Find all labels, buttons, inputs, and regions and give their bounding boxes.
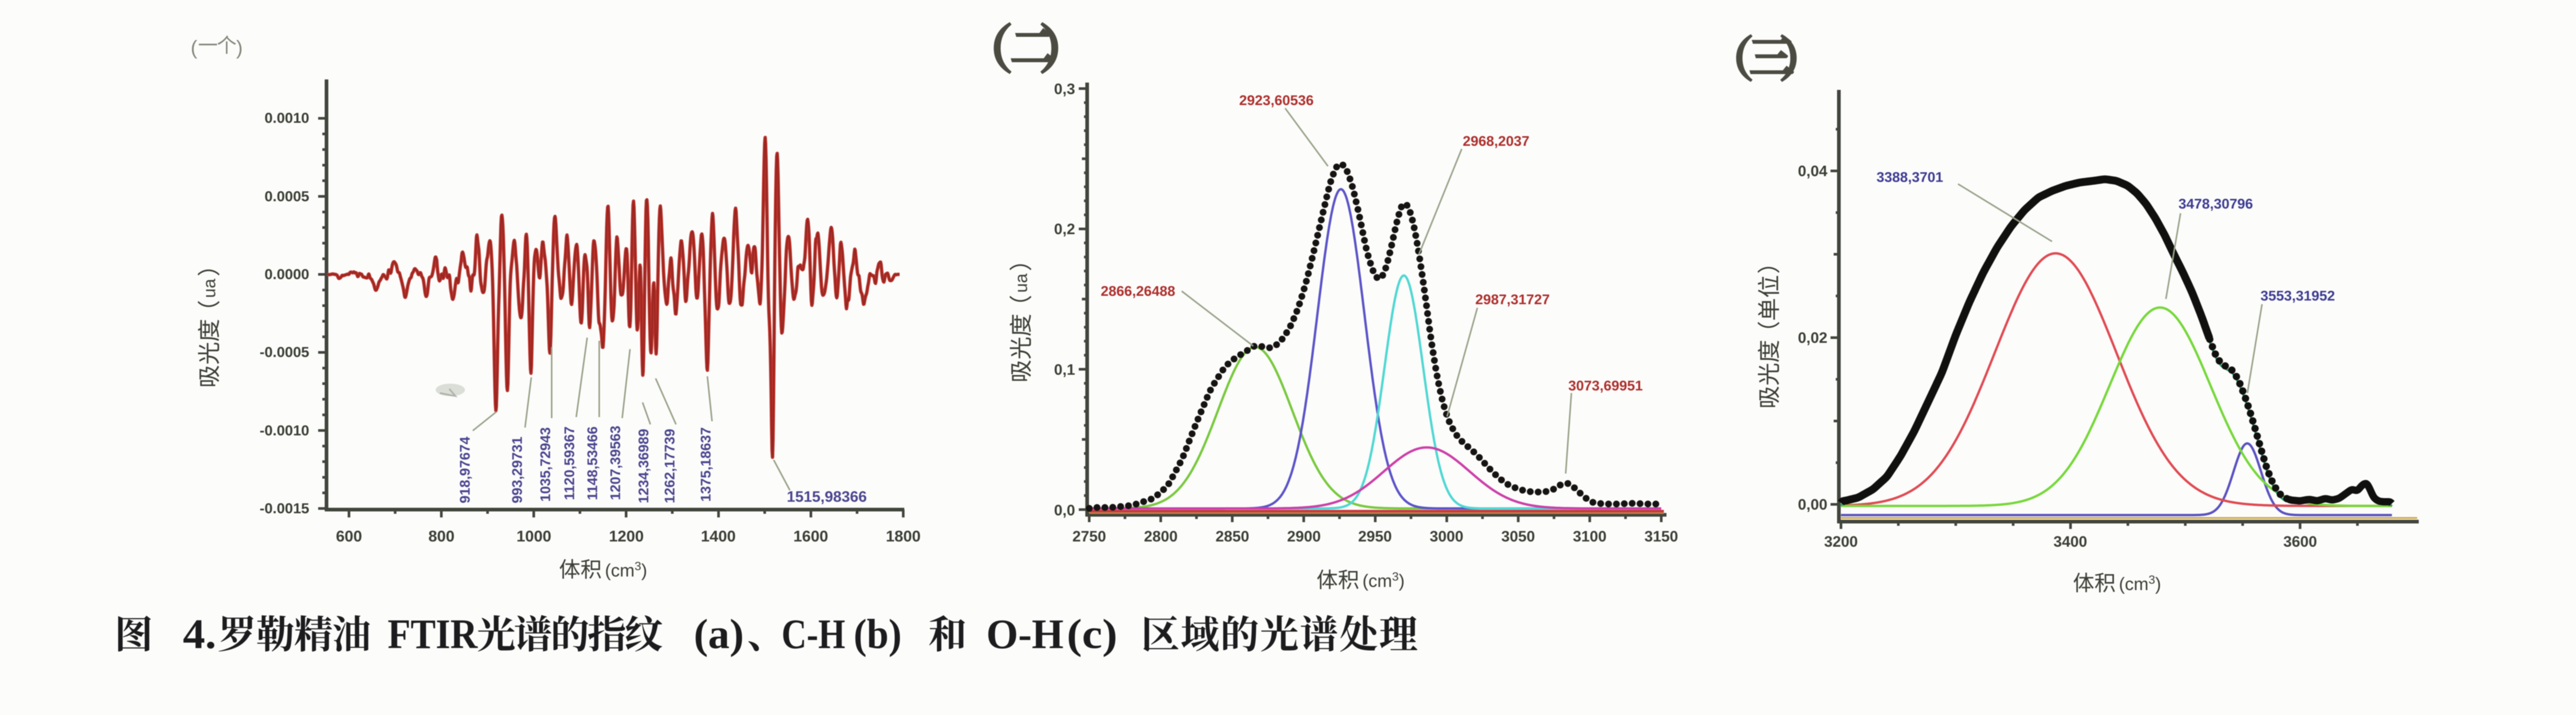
svg-text:3150: 3150 (1645, 528, 1679, 545)
svg-text:(b): (b) (854, 612, 902, 658)
svg-text:-0.0005: -0.0005 (260, 344, 309, 360)
svg-text:): ) (236, 37, 243, 59)
svg-text:1234,36989: 1234,36989 (636, 429, 651, 503)
svg-text:0,0: 0,0 (1054, 502, 1075, 519)
svg-text:O-H: O-H (986, 612, 1064, 658)
svg-text:4.: 4. (183, 612, 216, 658)
svg-text:1035,72943: 1035,72943 (538, 427, 553, 502)
svg-text:1207,39563: 1207,39563 (608, 425, 623, 500)
svg-text:2850: 2850 (1216, 528, 1250, 545)
svg-text:(: ( (191, 37, 197, 59)
svg-text:1515,98366: 1515,98366 (787, 489, 867, 505)
svg-text:0.0005: 0.0005 (264, 188, 309, 204)
svg-text:0.0000: 0.0000 (264, 266, 309, 282)
svg-text:0,2: 0,2 (1054, 221, 1075, 238)
svg-text:600: 600 (336, 528, 362, 545)
svg-text:(a): (a) (694, 612, 744, 658)
svg-text:0,00: 0,00 (1798, 497, 1827, 513)
svg-text:800: 800 (428, 528, 454, 545)
svg-text:ua: ua (200, 279, 219, 298)
svg-text:3200: 3200 (1824, 534, 1858, 550)
svg-text:1200: 1200 (609, 528, 644, 545)
svg-text:3073,69951: 3073,69951 (1568, 378, 1643, 394)
svg-text:3100: 3100 (1573, 528, 1607, 545)
svg-text:(cm3): (cm3) (605, 559, 647, 581)
svg-text:(c): (c) (1067, 612, 1117, 658)
svg-text:0,3: 0,3 (1054, 81, 1075, 98)
svg-text:1800: 1800 (886, 528, 921, 545)
svg-text:2800: 2800 (1144, 528, 1178, 545)
svg-text:2923,60536: 2923,60536 (1239, 93, 1314, 108)
svg-text:1120,59367: 1120,59367 (562, 426, 577, 500)
svg-text:1262,17739: 1262,17739 (662, 429, 678, 503)
svg-text:0,1: 0,1 (1054, 362, 1075, 378)
svg-text:(cm3): (cm3) (1362, 570, 1405, 591)
svg-text:1400: 1400 (701, 528, 736, 545)
svg-text:1000: 1000 (517, 528, 552, 545)
svg-text:1375,18637: 1375,18637 (698, 427, 714, 502)
svg-text:1600: 1600 (794, 528, 829, 545)
svg-text:0,02: 0,02 (1798, 330, 1827, 347)
svg-text:993,29731: 993,29731 (509, 436, 525, 503)
svg-text:918,97674: 918,97674 (457, 436, 473, 503)
svg-text:3600: 3600 (2283, 534, 2317, 550)
svg-text:2950: 2950 (1358, 528, 1392, 545)
svg-text:ua: ua (1011, 273, 1031, 293)
svg-text:0,04: 0,04 (1798, 163, 1827, 180)
svg-text:3400: 3400 (2054, 534, 2088, 550)
svg-text:2987,31727: 2987,31727 (1475, 292, 1550, 307)
svg-text:2968,2037: 2968,2037 (1463, 133, 1530, 149)
svg-text:-0.0010: -0.0010 (260, 422, 309, 439)
svg-text:C-H: C-H (782, 612, 845, 658)
svg-text:FTIR: FTIR (388, 612, 478, 658)
svg-text:-0.0015: -0.0015 (260, 500, 309, 516)
svg-text:2900: 2900 (1287, 528, 1321, 545)
svg-text:2750: 2750 (1073, 528, 1106, 545)
svg-text:0.0010: 0.0010 (264, 110, 309, 126)
svg-text:3388,3701: 3388,3701 (1876, 169, 1943, 185)
svg-text:3000: 3000 (1430, 528, 1464, 545)
svg-text:3553,31952: 3553,31952 (2260, 288, 2335, 304)
svg-text:3050: 3050 (1501, 528, 1535, 545)
svg-text:2866,26488: 2866,26488 (1101, 283, 1175, 299)
svg-text:(cm3): (cm3) (2119, 573, 2161, 594)
svg-text:1148,53466: 1148,53466 (585, 426, 600, 500)
svg-text:3478,30796: 3478,30796 (2178, 196, 2253, 212)
